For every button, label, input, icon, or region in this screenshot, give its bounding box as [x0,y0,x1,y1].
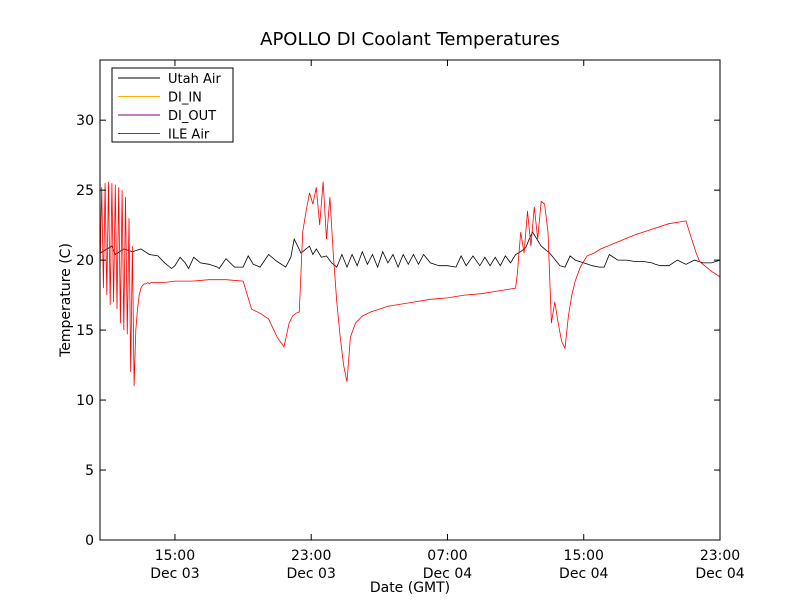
x-tick-label-date: Dec 04 [695,566,744,582]
legend-label: DI_OUT [168,109,216,124]
x-tick-label-time: 15:00 [155,548,195,564]
x-tick-label-time: 23:00 [700,548,740,564]
y-tick-label: 0 [85,533,94,549]
y-tick-label: 20 [76,253,94,269]
y-tick-label: 15 [76,323,94,339]
x-tick-label-date: Dec 03 [150,566,199,582]
series-line-ile-air [100,181,720,387]
plot-frame [99,59,721,541]
x-tick-label-date: Dec 04 [423,566,472,582]
legend-box [111,67,234,143]
ticks-layer: 0 5 10 15 20 25 30 15:00 Dec 03 23:00 Dec 03 07:00 D… [76,60,745,582]
y-axis-title: Temperature (C) [58,243,74,358]
x-tick-label-time: 23:00 [291,548,331,564]
y-tick-label: 10 [76,393,94,409]
x-tick-label-time: 07:00 [427,548,467,564]
series-line-utah-air [100,231,720,270]
x-tick-label-time: 15:00 [564,548,604,564]
x-tick-label-date: Dec 04 [559,566,608,582]
chart-title: APOLLO DI Coolant Temperatures [260,29,560,50]
legend-label: Utah Air [168,72,221,87]
legend-label: ILE Air [168,128,210,143]
x-axis-title: Date (GMT) [370,580,450,596]
y-tick-label: 30 [76,113,94,129]
legend-label: DI_IN [168,91,202,106]
legend: Utah Air DI_IN DI_OUT ILE Air [111,67,234,143]
x-tick-label-date: Dec 03 [287,566,336,582]
series-layer [100,181,720,387]
y-tick-label: 5 [85,463,94,479]
y-tick-label: 25 [76,183,94,199]
